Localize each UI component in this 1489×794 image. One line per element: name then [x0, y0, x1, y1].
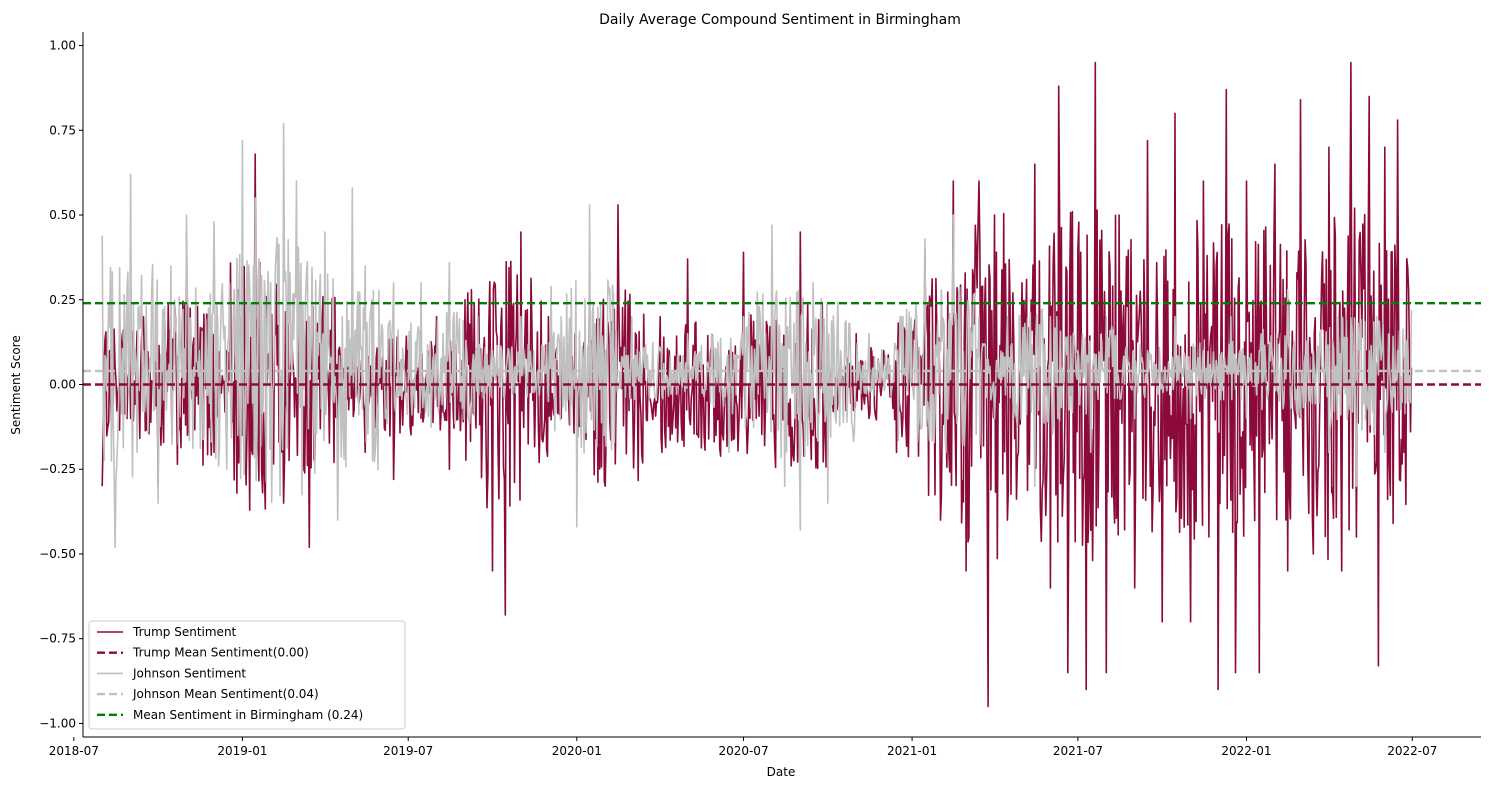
legend-label-2: Johnson Sentiment [132, 666, 246, 680]
y-tick-label-4: 0.00 [49, 378, 76, 392]
x-axis-label: Date [767, 765, 796, 779]
x-tick-label-7: 2022-01 [1221, 744, 1271, 758]
legend: Trump Sentiment Trump Mean Sentiment(0.00… [88, 620, 406, 730]
y-tick-label-6: −0.50 [39, 547, 76, 561]
y-ticks: 1.00 0.75 0.50 0.25 0.00 −0.25 −0.50 −0.75 −1.00 [39, 39, 83, 730]
y-tick-label-0: 1.00 [49, 39, 76, 53]
x-tick-label-0: 2018-07 [49, 744, 99, 758]
y-tick-label-2: 0.50 [49, 208, 76, 222]
x-tick-label-8: 2022-07 [1387, 744, 1437, 758]
y-tick-label-1: 0.75 [49, 123, 76, 137]
series-line-johnson [101, 122, 1413, 548]
legend-label-3: Johnson Mean Sentiment(0.04) [132, 687, 319, 701]
y-tick-label-5: −0.25 [39, 462, 76, 476]
y-tick-label-3: 0.25 [49, 293, 76, 307]
x-tick-label-2: 2019-07 [383, 744, 433, 758]
x-tick-label-1: 2019-01 [217, 744, 267, 758]
chart-title: Daily Average Compound Sentiment in Birm… [599, 12, 961, 28]
x-tick-label-3: 2020-01 [552, 744, 602, 758]
x-tick-label-6: 2021-07 [1053, 744, 1103, 758]
legend-label-1: Trump Mean Sentiment(0.00) [132, 646, 309, 660]
x-ticks: 2018-07 2019-01 2019-07 2020-01 2020-07 2021-… [49, 737, 1437, 758]
legend-label-0: Trump Sentiment [132, 625, 237, 639]
x-tick-label-4: 2020-07 [718, 744, 768, 758]
plot-area [83, 61, 1481, 708]
y-axis-label: Sentiment Score [9, 335, 23, 434]
legend-box [88, 620, 406, 730]
x-tick-label-5: 2021-01 [887, 744, 937, 758]
legend-label-4: Mean Sentiment in Birmingham (0.24) [133, 708, 363, 722]
y-tick-label-8: −1.00 [39, 716, 76, 730]
y-tick-label-7: −0.75 [39, 632, 76, 646]
